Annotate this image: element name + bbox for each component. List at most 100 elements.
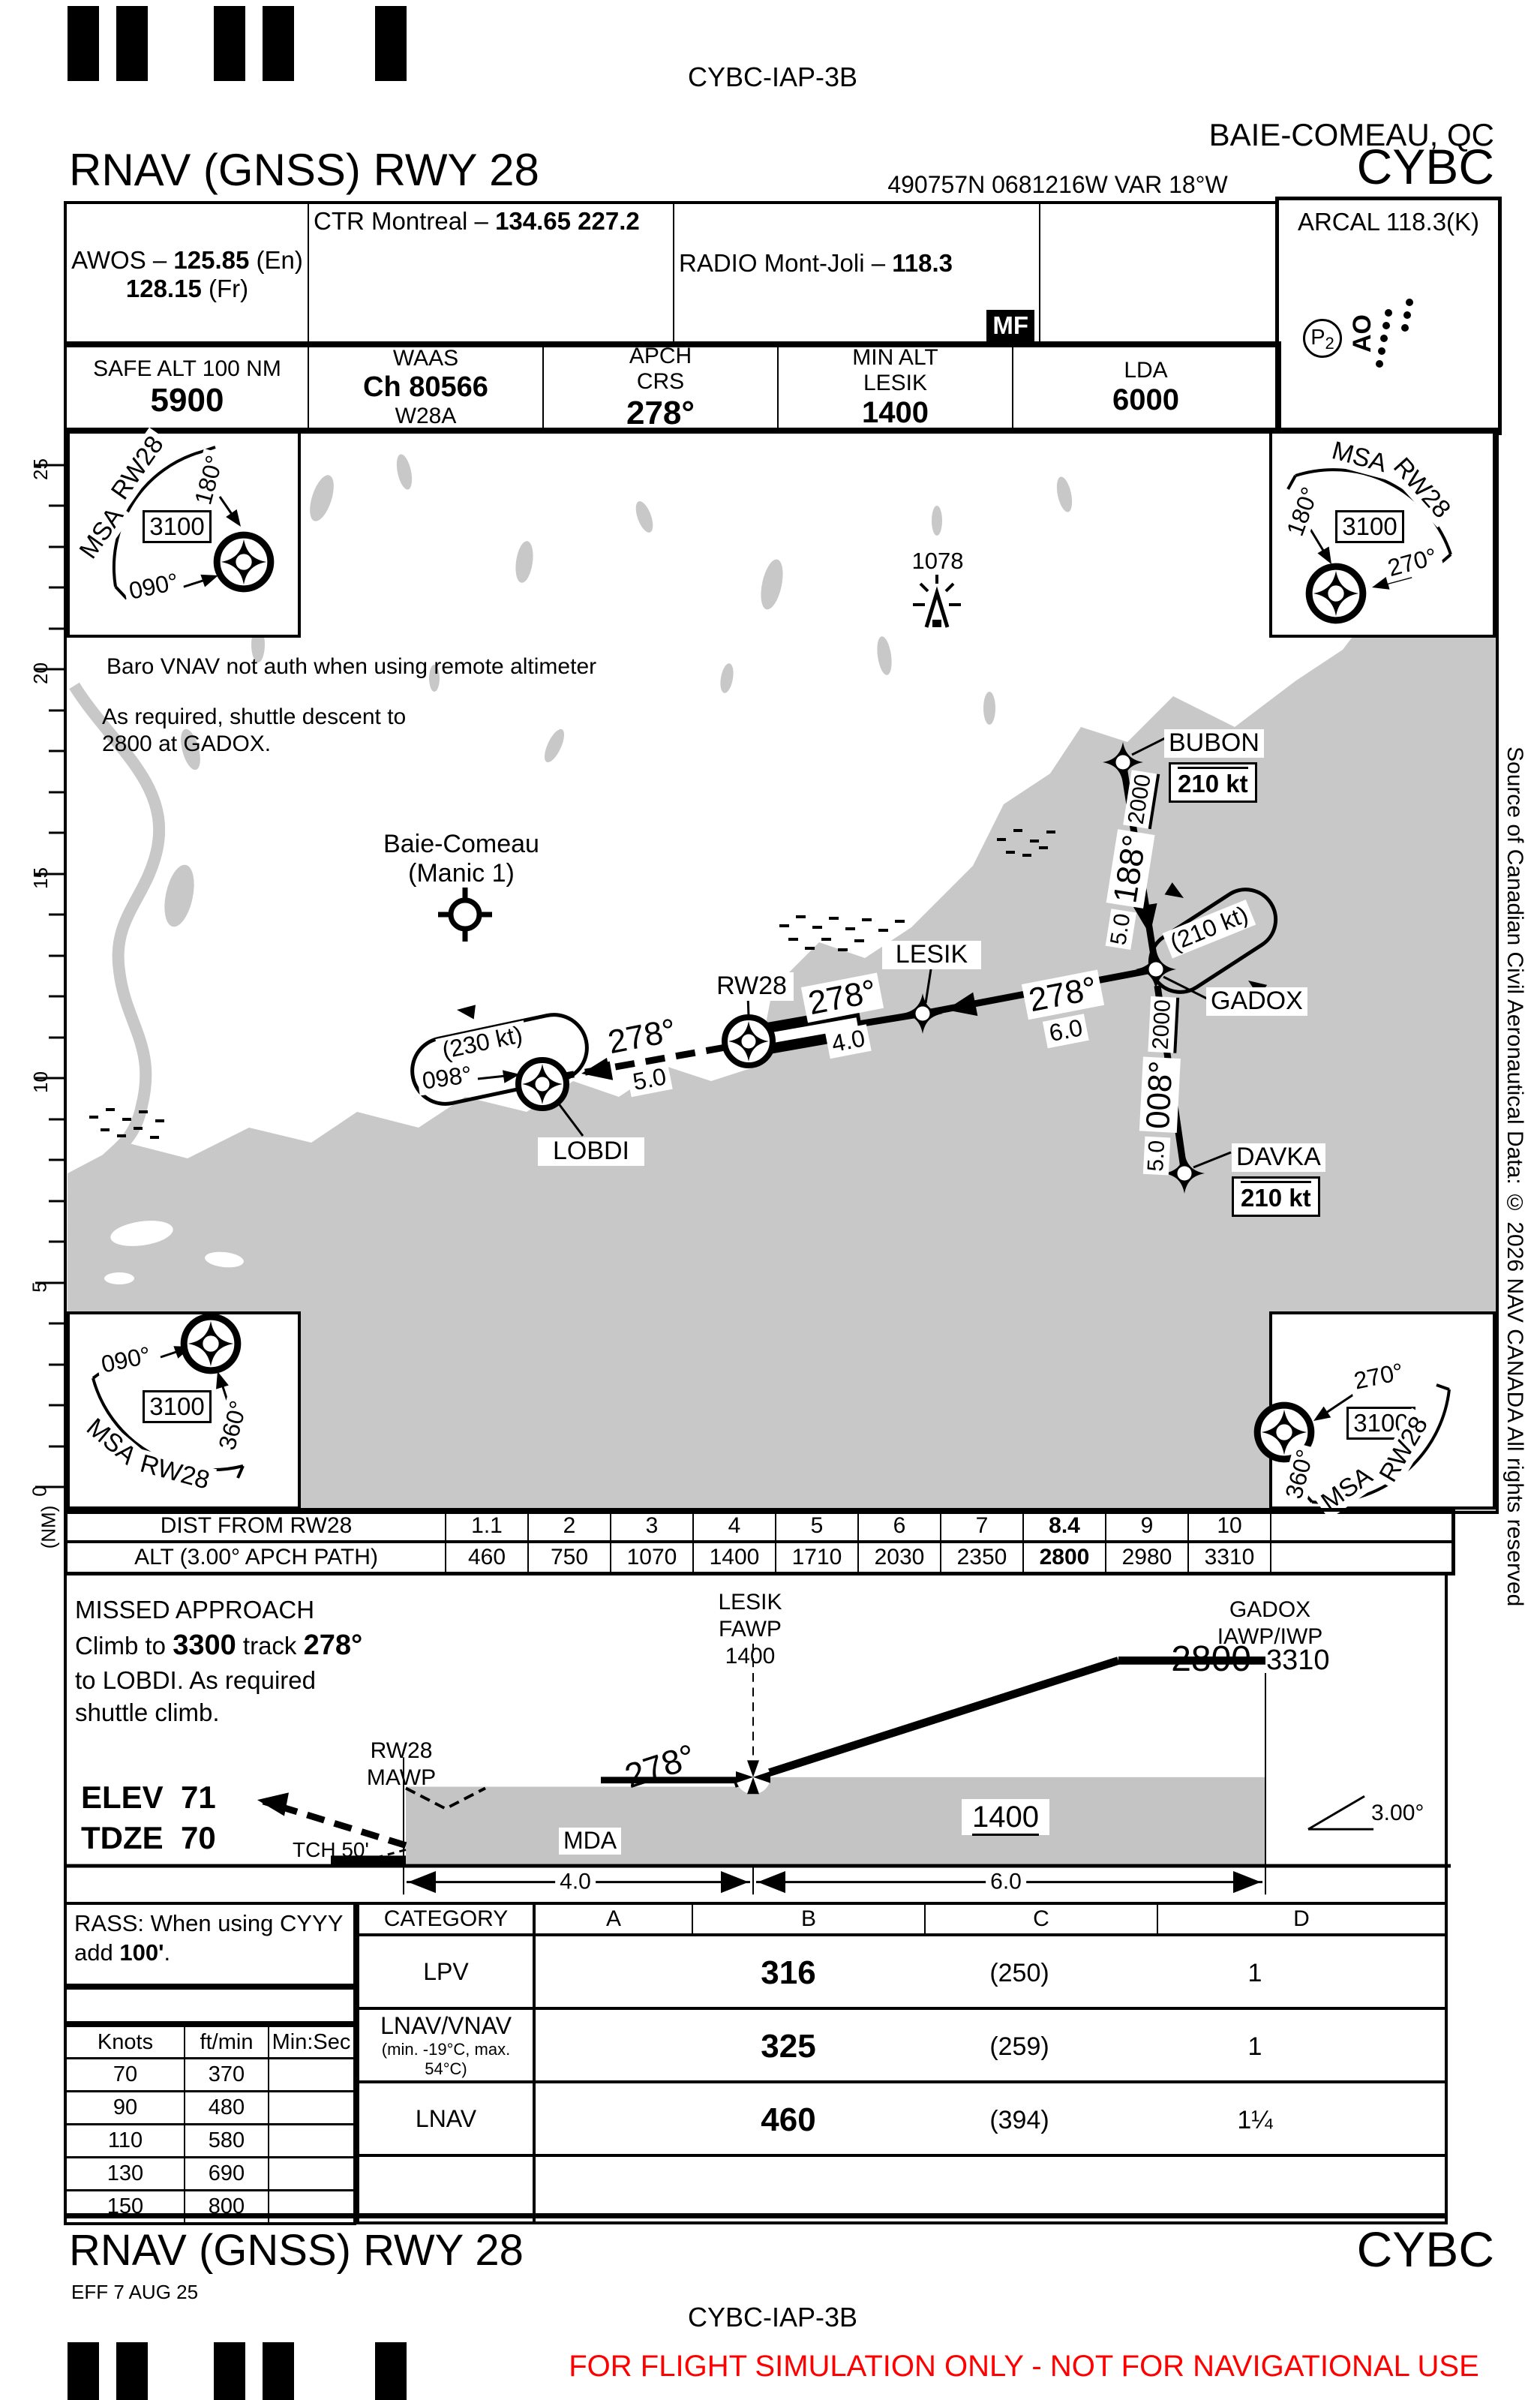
fix-label-lobdi: LOBDI (538, 1137, 644, 1166)
dist-value: 1.1 (446, 1512, 529, 1540)
simulation-disclaimer: FOR FLIGHT SIMULATION ONLY - NOT FOR NAV… (569, 2350, 1479, 2383)
dist-value: 6 (859, 1512, 941, 1540)
rate-minsec (269, 2125, 353, 2156)
registration-mark (68, 2342, 99, 2400)
safe-alt-value: 5900 (150, 381, 224, 419)
registration-mark (375, 2342, 407, 2400)
alt-row-label: ALT (3.00° APCH PATH) (68, 1543, 446, 1572)
minima-lnav-vis: 1¼ (1237, 2106, 1273, 2134)
awos-cell: AWOS – 125.85 (En) 128.15 (Fr) (67, 204, 309, 344)
minima-lnav-mda: 460 (761, 2101, 816, 2138)
tch-label: TCH 50' (293, 1838, 369, 1861)
registration-mark (375, 6, 407, 81)
registration-marks-top (68, 6, 443, 81)
airport-coordinates: 490757N 0681216W VAR 18°W (887, 171, 1228, 198)
minima-header-d: D (1293, 1906, 1310, 1931)
minima-header-a: A (536, 1905, 693, 1933)
registration-mark (116, 2342, 148, 2400)
bubon-speed-limit: 210 kt (1169, 762, 1257, 803)
data-bar: SAFE ALT 100 NM 5900 WAAS Ch 80566 W28A … (64, 341, 1281, 434)
awos-en-suffix: (En) (256, 245, 303, 274)
missed-approach-title: MISSED APPROACH (75, 1596, 315, 1624)
waas-channel: Ch 80566 (363, 371, 488, 403)
profile-graphics (67, 1643, 1451, 1895)
comm-table: AWOS – 125.85 (En) 128.15 (Fr) CTR Montr… (64, 201, 1285, 347)
msa-tl-value: 3100 (143, 510, 212, 543)
map-note-2: As required, shuttle descent to 2800 at … (102, 704, 407, 756)
water-area (67, 438, 1496, 1511)
registration-marks-bottom (68, 2342, 443, 2400)
chart-id-bottom: CYBC-IAP-3B (687, 2302, 858, 2332)
rate-minsec (269, 2158, 353, 2189)
dist-value-empty (1271, 1512, 1451, 1540)
leg-track: 008° (1139, 1056, 1181, 1134)
alt-value: 750 (529, 1543, 611, 1572)
dist-value: 7 (941, 1512, 1024, 1540)
apch-crs-value: 278° (626, 394, 695, 431)
davka-speed-limit: 210 kt (1232, 1176, 1320, 1217)
alt-value-empty (1271, 1543, 1451, 1572)
minima-empty-row (359, 2157, 536, 2221)
elevation-value: ELEV 71 (81, 1780, 216, 1815)
fix-label-bubon: BUBON (1164, 729, 1264, 758)
dist-value: 10 (1189, 1512, 1271, 1540)
profile-gadox-alt-2800: 2800 (1171, 1639, 1251, 1679)
msa-bl-value: 3100 (143, 1390, 212, 1423)
data-source-note: Source of Canadian Civil Aeronautical Da… (1502, 746, 1527, 1607)
obstacle-elevation: 1078 (911, 548, 964, 574)
alt-value: 2030 (859, 1543, 941, 1572)
registration-mark (214, 2342, 245, 2400)
footer-procedure-title: RNAV (GNSS) RWY 28 (69, 2226, 524, 2275)
footer-airport-icao: CYBC (1356, 2221, 1494, 2277)
rate-fpm: 690 (185, 2158, 269, 2189)
minima-header-category: CATEGORY (359, 1905, 536, 1933)
lakes (164, 454, 1073, 927)
dist-value-faf: 8.4 (1024, 1512, 1106, 1540)
scale-10: 10 (29, 1071, 52, 1093)
airport-name: Baie-Comeau (Manic 1) (341, 830, 581, 888)
fix-label-rw28: RW28 (710, 972, 794, 1001)
dist-value: 4 (694, 1512, 776, 1540)
minima-lnav-vnav-temp-limits: (min. -19°C, max. 54°C) (381, 2039, 511, 2078)
radio-freq: 118.3 (892, 249, 953, 277)
rate-knots: 130 (67, 2158, 185, 2189)
apch-crs-cell: APCH CRS 278° (544, 344, 779, 431)
leg-dist: 5.0 (1105, 909, 1136, 950)
profile-gadox-label: GADOX IAWP/IWP (1217, 1597, 1323, 1649)
airport-symbol (438, 888, 492, 942)
dist-value: 9 (1106, 1512, 1189, 1540)
alt-value: 1400 (694, 1543, 776, 1572)
dist-value: 3 (611, 1512, 694, 1540)
minima-lnav-vnav-da: 325 (761, 2028, 816, 2065)
min-alt-fix: LESIK (863, 371, 928, 395)
minima-cat-lnav-vnav: LNAV/VNAV (min. -19°C, max. 54°C) (359, 2010, 536, 2080)
rate-header-minsec: Min:Sec (272, 2029, 351, 2054)
ctr-label: CTR Montreal – (314, 207, 488, 235)
fawp-cross-icon (736, 1760, 770, 1795)
lobdi-waypoint-icon (518, 1060, 566, 1108)
rate-fpm: 370 (185, 2059, 269, 2090)
obstacle-icon (913, 575, 961, 628)
minima-lnav-vnav-hat: (259) (989, 2032, 1049, 2061)
scale-5: 5 (28, 1281, 51, 1293)
waas-label: WAAS (392, 346, 459, 371)
leg-altitude: 2000 (1148, 996, 1180, 1054)
tidal-hatching (89, 829, 1055, 1139)
lda-value: 6000 (1112, 383, 1179, 416)
river (69, 682, 166, 1174)
leg-dist: 5.0 (1142, 1137, 1171, 1176)
rate-knots: 110 (67, 2125, 185, 2156)
chart-id-top: CYBC-IAP-3B (687, 62, 858, 92)
minima-header-b: B (693, 1905, 926, 1933)
leg-altitude: 2000 (1123, 769, 1160, 830)
apch-label: APCH (629, 343, 692, 368)
awos-freq-en: 125.85 (173, 245, 250, 274)
minima-cat-lnav: LNAV (359, 2083, 536, 2154)
profile-dist-4: 4.0 (555, 1869, 596, 1894)
scale-20: 20 (29, 662, 52, 684)
alt-value: 2980 (1106, 1543, 1189, 1572)
minima-cat-lpv: LPV (359, 1936, 536, 2007)
rate-knots: 70 (67, 2059, 185, 2090)
airport-name-line2: (Manic 1) (408, 859, 515, 888)
airport-name-line1: Baie-Comeau (383, 830, 539, 858)
